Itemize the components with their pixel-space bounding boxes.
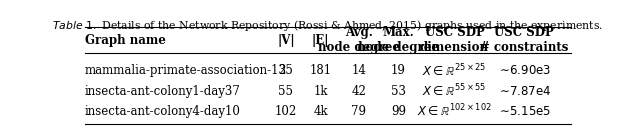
Text: 19: 19	[391, 64, 406, 77]
Text: $X \in \mathbb{R}^{25 \times 25}$: $X \in \mathbb{R}^{25 \times 25}$	[422, 62, 486, 79]
Text: |E|: |E|	[312, 34, 330, 47]
Text: Max.
node degree: Max. node degree	[357, 26, 440, 54]
Text: USC SDP
# constraints: USC SDP # constraints	[480, 26, 568, 54]
Text: 79: 79	[351, 105, 366, 118]
Text: 55: 55	[278, 85, 293, 98]
Text: $\sim\!6.90\mathrm{e}3$: $\sim\!6.90\mathrm{e}3$	[497, 64, 551, 77]
Text: Graph name: Graph name	[85, 34, 166, 47]
Text: $\sim\!5.15\mathrm{e}5$: $\sim\!5.15\mathrm{e}5$	[497, 105, 551, 118]
Text: 42: 42	[351, 85, 366, 98]
Text: |V|: |V|	[277, 34, 294, 47]
Text: insecta-ant-colony4-day10: insecta-ant-colony4-day10	[85, 105, 241, 118]
Text: 14: 14	[351, 64, 366, 77]
Text: 25: 25	[278, 64, 293, 77]
Text: mammalia-primate-association-13: mammalia-primate-association-13	[85, 64, 287, 77]
Text: Avg.
node degree: Avg. node degree	[317, 26, 400, 54]
Text: $\it{Table\ 1.}$ Details of the Network Repository (Rossi & Ahmed, 2015) graphs : $\it{Table\ 1.}$ Details of the Network …	[52, 18, 604, 33]
Text: 1k: 1k	[314, 85, 328, 98]
Text: $X \in \mathbb{R}^{55 \times 55}$: $X \in \mathbb{R}^{55 \times 55}$	[422, 83, 486, 99]
Text: $\sim\!7.87\mathrm{e}4$: $\sim\!7.87\mathrm{e}4$	[497, 85, 551, 98]
Text: 99: 99	[391, 105, 406, 118]
Text: 102: 102	[275, 105, 297, 118]
Text: 53: 53	[391, 85, 406, 98]
Text: $X \in \mathbb{R}^{102 \times 102}$: $X \in \mathbb{R}^{102 \times 102}$	[417, 103, 492, 120]
Text: 181: 181	[310, 64, 332, 77]
Text: 4k: 4k	[313, 105, 328, 118]
Text: insecta-ant-colony1-day37: insecta-ant-colony1-day37	[85, 85, 241, 98]
Text: USC SDP
dimension: USC SDP dimension	[420, 26, 489, 54]
